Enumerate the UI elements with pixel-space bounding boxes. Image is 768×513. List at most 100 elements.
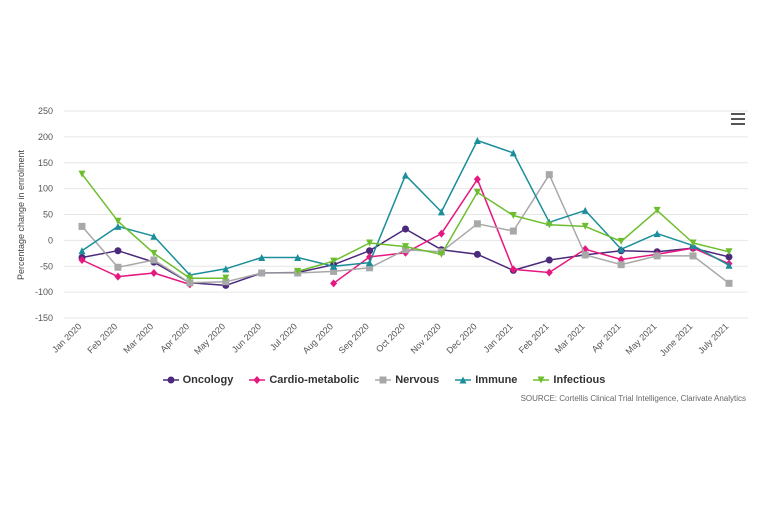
y-tick-label: -100: [35, 287, 53, 297]
data-point: [725, 279, 733, 287]
data-point: [689, 252, 697, 260]
data-point: [114, 222, 122, 230]
x-tick-label: Apr 2021: [590, 321, 623, 354]
data-point: [366, 239, 374, 247]
data-point: [258, 253, 266, 261]
data-point: [78, 256, 86, 265]
data-point: [330, 267, 338, 275]
data-point: [653, 230, 661, 238]
legend-item-nervous[interactable]: Nervous: [375, 374, 439, 386]
data-point: [78, 170, 86, 178]
y-tick-label: 100: [38, 184, 53, 194]
x-tick-label: Jul 2020: [268, 321, 299, 352]
data-point: [330, 262, 338, 270]
x-tick-label: Mar 2021: [553, 321, 587, 355]
x-tick-label: May 2021: [624, 321, 659, 356]
data-point: [150, 256, 158, 264]
data-point: [545, 268, 553, 277]
series-group: [78, 136, 733, 289]
legend-symbol: [167, 376, 175, 384]
data-point: [509, 265, 517, 274]
series-infectious: [78, 170, 733, 282]
legend-symbol: [253, 376, 261, 384]
data-point: [473, 136, 481, 144]
legend-marker-icon: [249, 376, 266, 384]
x-tick-label: June 2021: [658, 321, 695, 358]
data-point: [581, 222, 589, 230]
data-point: [78, 222, 86, 230]
legend-item-infectious[interactable]: Infectious: [533, 374, 605, 386]
data-point: [186, 274, 194, 282]
data-point: [509, 227, 517, 235]
x-tick-label: Feb 2020: [85, 321, 119, 355]
data-point: [725, 253, 733, 261]
legend-label: Cardio-metabolic: [269, 374, 360, 386]
legend-label: Infectious: [553, 374, 606, 386]
legend-item-immune[interactable]: Immune: [455, 374, 517, 386]
data-point: [617, 237, 625, 245]
data-point: [402, 243, 409, 251]
x-tick-label: Aug 2020: [301, 321, 335, 355]
data-point: [330, 257, 338, 265]
data-point: [545, 221, 553, 229]
data-point: [617, 245, 625, 253]
data-point: [258, 269, 266, 277]
data-point: [150, 232, 158, 240]
data-point: [114, 272, 122, 281]
legend-marker-icon: [455, 376, 472, 384]
data-point: [366, 264, 374, 272]
legend-item-cardio-metabolic[interactable]: Cardio-metabolic: [249, 374, 359, 386]
data-point: [402, 171, 409, 179]
legend-symbol: [379, 376, 387, 384]
legend-label: Immune: [475, 374, 518, 386]
data-point: [653, 252, 661, 260]
x-tick-label: Jun 2020: [230, 321, 263, 354]
x-tick-label: May 2020: [192, 321, 227, 356]
x-tick-label: Feb 2021: [517, 321, 551, 355]
data-point: [222, 265, 230, 273]
y-tick-label: 0: [48, 235, 53, 245]
data-point: [222, 274, 230, 282]
legend-symbol: [537, 376, 545, 384]
y-tick-label: -150: [35, 313, 53, 323]
legend-symbol: [459, 376, 467, 384]
x-tick-label: Nov 2020: [409, 321, 443, 355]
gridlines: [64, 110, 748, 319]
data-point: [725, 248, 733, 256]
data-point: [473, 220, 481, 228]
data-point: [473, 188, 481, 196]
data-point: [294, 253, 302, 261]
legend-marker-icon: [375, 376, 392, 384]
data-point: [437, 250, 445, 258]
data-point: [186, 279, 194, 287]
y-tick-label: 250: [38, 106, 53, 116]
data-point: [545, 256, 553, 264]
chart-menu-icon[interactable]: [731, 113, 745, 125]
x-tick-label: Jan 2020: [50, 321, 83, 354]
legend-item-oncology[interactable]: Oncology: [162, 374, 234, 386]
y-tick-label: 50: [43, 210, 53, 220]
data-point: [725, 261, 733, 269]
x-tick-label: Oct 2020: [374, 321, 407, 354]
y-tick-label: 200: [38, 132, 53, 142]
data-point: [78, 247, 86, 255]
data-point: [545, 171, 553, 179]
data-point: [509, 212, 517, 220]
data-point: [473, 175, 481, 184]
y-axis-ticks: -150 -100 -50 0 50 100 150 200 250: [35, 106, 53, 323]
x-tick-label: July 2021: [696, 321, 730, 355]
data-point: [689, 239, 697, 247]
data-point: [150, 268, 158, 277]
y-axis-label: Percentage change in enrolment: [16, 149, 26, 280]
data-point: [114, 247, 122, 255]
x-tick-label: Mar 2020: [121, 321, 155, 355]
x-tick-label: Dec 2020: [444, 321, 478, 355]
data-point: [402, 225, 409, 233]
legend-label: Oncology: [182, 374, 234, 386]
data-point: [653, 206, 661, 214]
legend-marker-icon: [162, 376, 179, 384]
data-point: [437, 229, 445, 238]
data-point: [330, 279, 338, 288]
data-point: [150, 249, 158, 257]
